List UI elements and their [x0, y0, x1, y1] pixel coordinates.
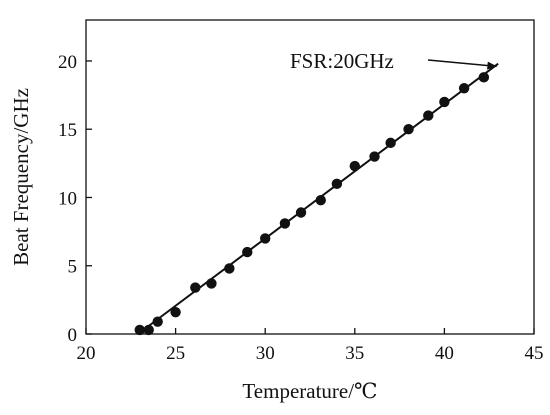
y-tick-label: 10 — [58, 188, 77, 209]
plot-frame — [85, 19, 535, 335]
x-tick-label: 35 — [345, 343, 364, 364]
x-axis-ticks — [85, 328, 535, 334]
y-axis-ticks — [86, 60, 92, 335]
data-point — [206, 278, 217, 289]
y-tick-label: 20 — [58, 52, 77, 73]
x-tick-label: 40 — [435, 343, 454, 364]
data-point — [458, 83, 470, 94]
x-axis-label: Temperature/℃ — [242, 379, 377, 403]
data-point — [478, 72, 490, 83]
data-point — [143, 324, 154, 336]
fsr-annotation-label: FSR:20GHz — [290, 49, 394, 73]
data-point — [315, 195, 326, 206]
data-point — [152, 316, 163, 327]
y-tick-label: 0 — [68, 325, 78, 346]
data-point — [295, 207, 307, 218]
x-tick-label: 25 — [166, 343, 185, 364]
data-point — [439, 96, 450, 108]
data-point — [423, 110, 434, 121]
data-points — [134, 72, 490, 336]
data-point — [134, 324, 145, 336]
data-point — [170, 306, 181, 318]
data-point — [190, 282, 201, 293]
y-tick-label: 15 — [58, 120, 77, 141]
x-tick-label: 45 — [525, 343, 544, 364]
data-point — [349, 160, 360, 172]
data-point — [224, 263, 235, 274]
data-point — [331, 178, 343, 190]
data-point — [385, 137, 396, 149]
data-point — [242, 246, 253, 258]
fsr-annotation-arrow — [427, 59, 498, 70]
y-axis-tick-labels: 0 5 10 15 20 — [58, 52, 77, 346]
y-tick-label: 5 — [68, 257, 78, 278]
data-point — [260, 233, 271, 244]
x-axis-tick-labels: 20 25 30 35 40 45 — [77, 343, 544, 364]
y-axis-label: Beat Frequency/GHz — [9, 88, 33, 266]
x-tick-label: 20 — [77, 343, 96, 364]
x-tick-label: 30 — [256, 343, 275, 364]
data-point — [369, 151, 380, 162]
data-point — [279, 218, 291, 229]
data-point — [403, 124, 414, 135]
